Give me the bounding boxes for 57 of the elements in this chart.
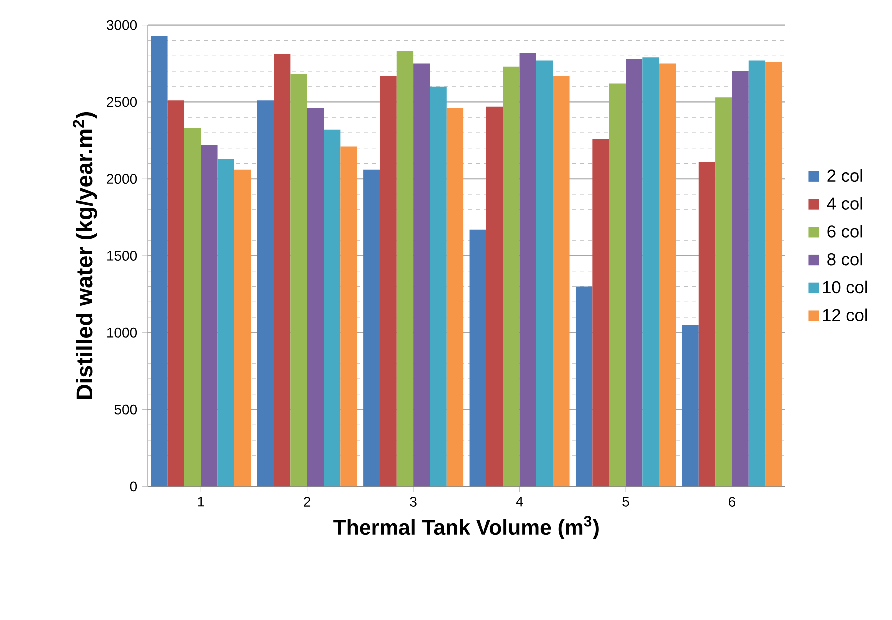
bar — [396, 51, 414, 487]
bar — [732, 71, 749, 487]
bar — [218, 159, 234, 487]
legend-label: 6 col — [828, 225, 862, 238]
y-axis-title: Distilled water (kg/year.m$^{2}$) — [73, 112, 98, 400]
y-tick-label: 0 — [130, 482, 138, 492]
y-tick-label: 1500 — [108, 251, 138, 261]
legend-label: 10 col — [823, 280, 868, 294]
bar — [274, 54, 291, 487]
x-tick-label: 1 — [198, 497, 204, 507]
bar — [234, 170, 252, 487]
bar — [536, 60, 554, 487]
bar — [592, 139, 610, 487]
bar — [380, 76, 397, 487]
bar — [168, 100, 184, 487]
y-tick-label: 500 — [114, 404, 138, 415]
bar — [470, 230, 486, 487]
y-tick-label: 2000 — [107, 174, 138, 184]
bar — [414, 64, 430, 487]
bar — [520, 53, 536, 487]
x-tick-label: 6 — [729, 497, 736, 507]
bar — [486, 106, 504, 487]
x-tick-label: 2 — [304, 497, 311, 507]
y-tick-label: 2500 — [107, 97, 138, 108]
bar — [151, 36, 168, 487]
bar — [553, 76, 570, 487]
bar — [766, 62, 782, 487]
y-tick-label: 1000 — [108, 328, 138, 338]
bar — [201, 145, 218, 487]
bar — [576, 286, 593, 487]
legend-label: 2 col — [828, 169, 862, 182]
legend-label: 8 col — [828, 252, 862, 266]
bar — [184, 128, 202, 487]
bar — [257, 100, 274, 487]
bar — [609, 84, 626, 487]
x-tick-label: 4 — [516, 497, 524, 507]
legend-label: 12 col — [823, 308, 868, 322]
bar — [716, 98, 732, 487]
bar — [698, 162, 716, 487]
bar — [446, 108, 464, 487]
bar — [340, 146, 358, 487]
bar — [307, 108, 324, 487]
bar — [748, 60, 766, 487]
bar — [503, 66, 520, 487]
bar — [642, 58, 660, 487]
bar — [324, 130, 341, 487]
y-tick-label: 3000 — [106, 20, 138, 30]
bar — [626, 59, 643, 487]
x-tick-label: 5 — [622, 497, 630, 507]
bar — [682, 325, 699, 487]
bar — [430, 86, 447, 487]
x-tick-label: 3 — [410, 497, 417, 507]
legend-label: 4 col — [827, 197, 862, 210]
bar — [659, 64, 676, 487]
x-axis-title: Thermal Tank Volume (m$^{3}$) — [334, 516, 599, 540]
bar — [364, 170, 380, 487]
bar — [290, 74, 308, 487]
